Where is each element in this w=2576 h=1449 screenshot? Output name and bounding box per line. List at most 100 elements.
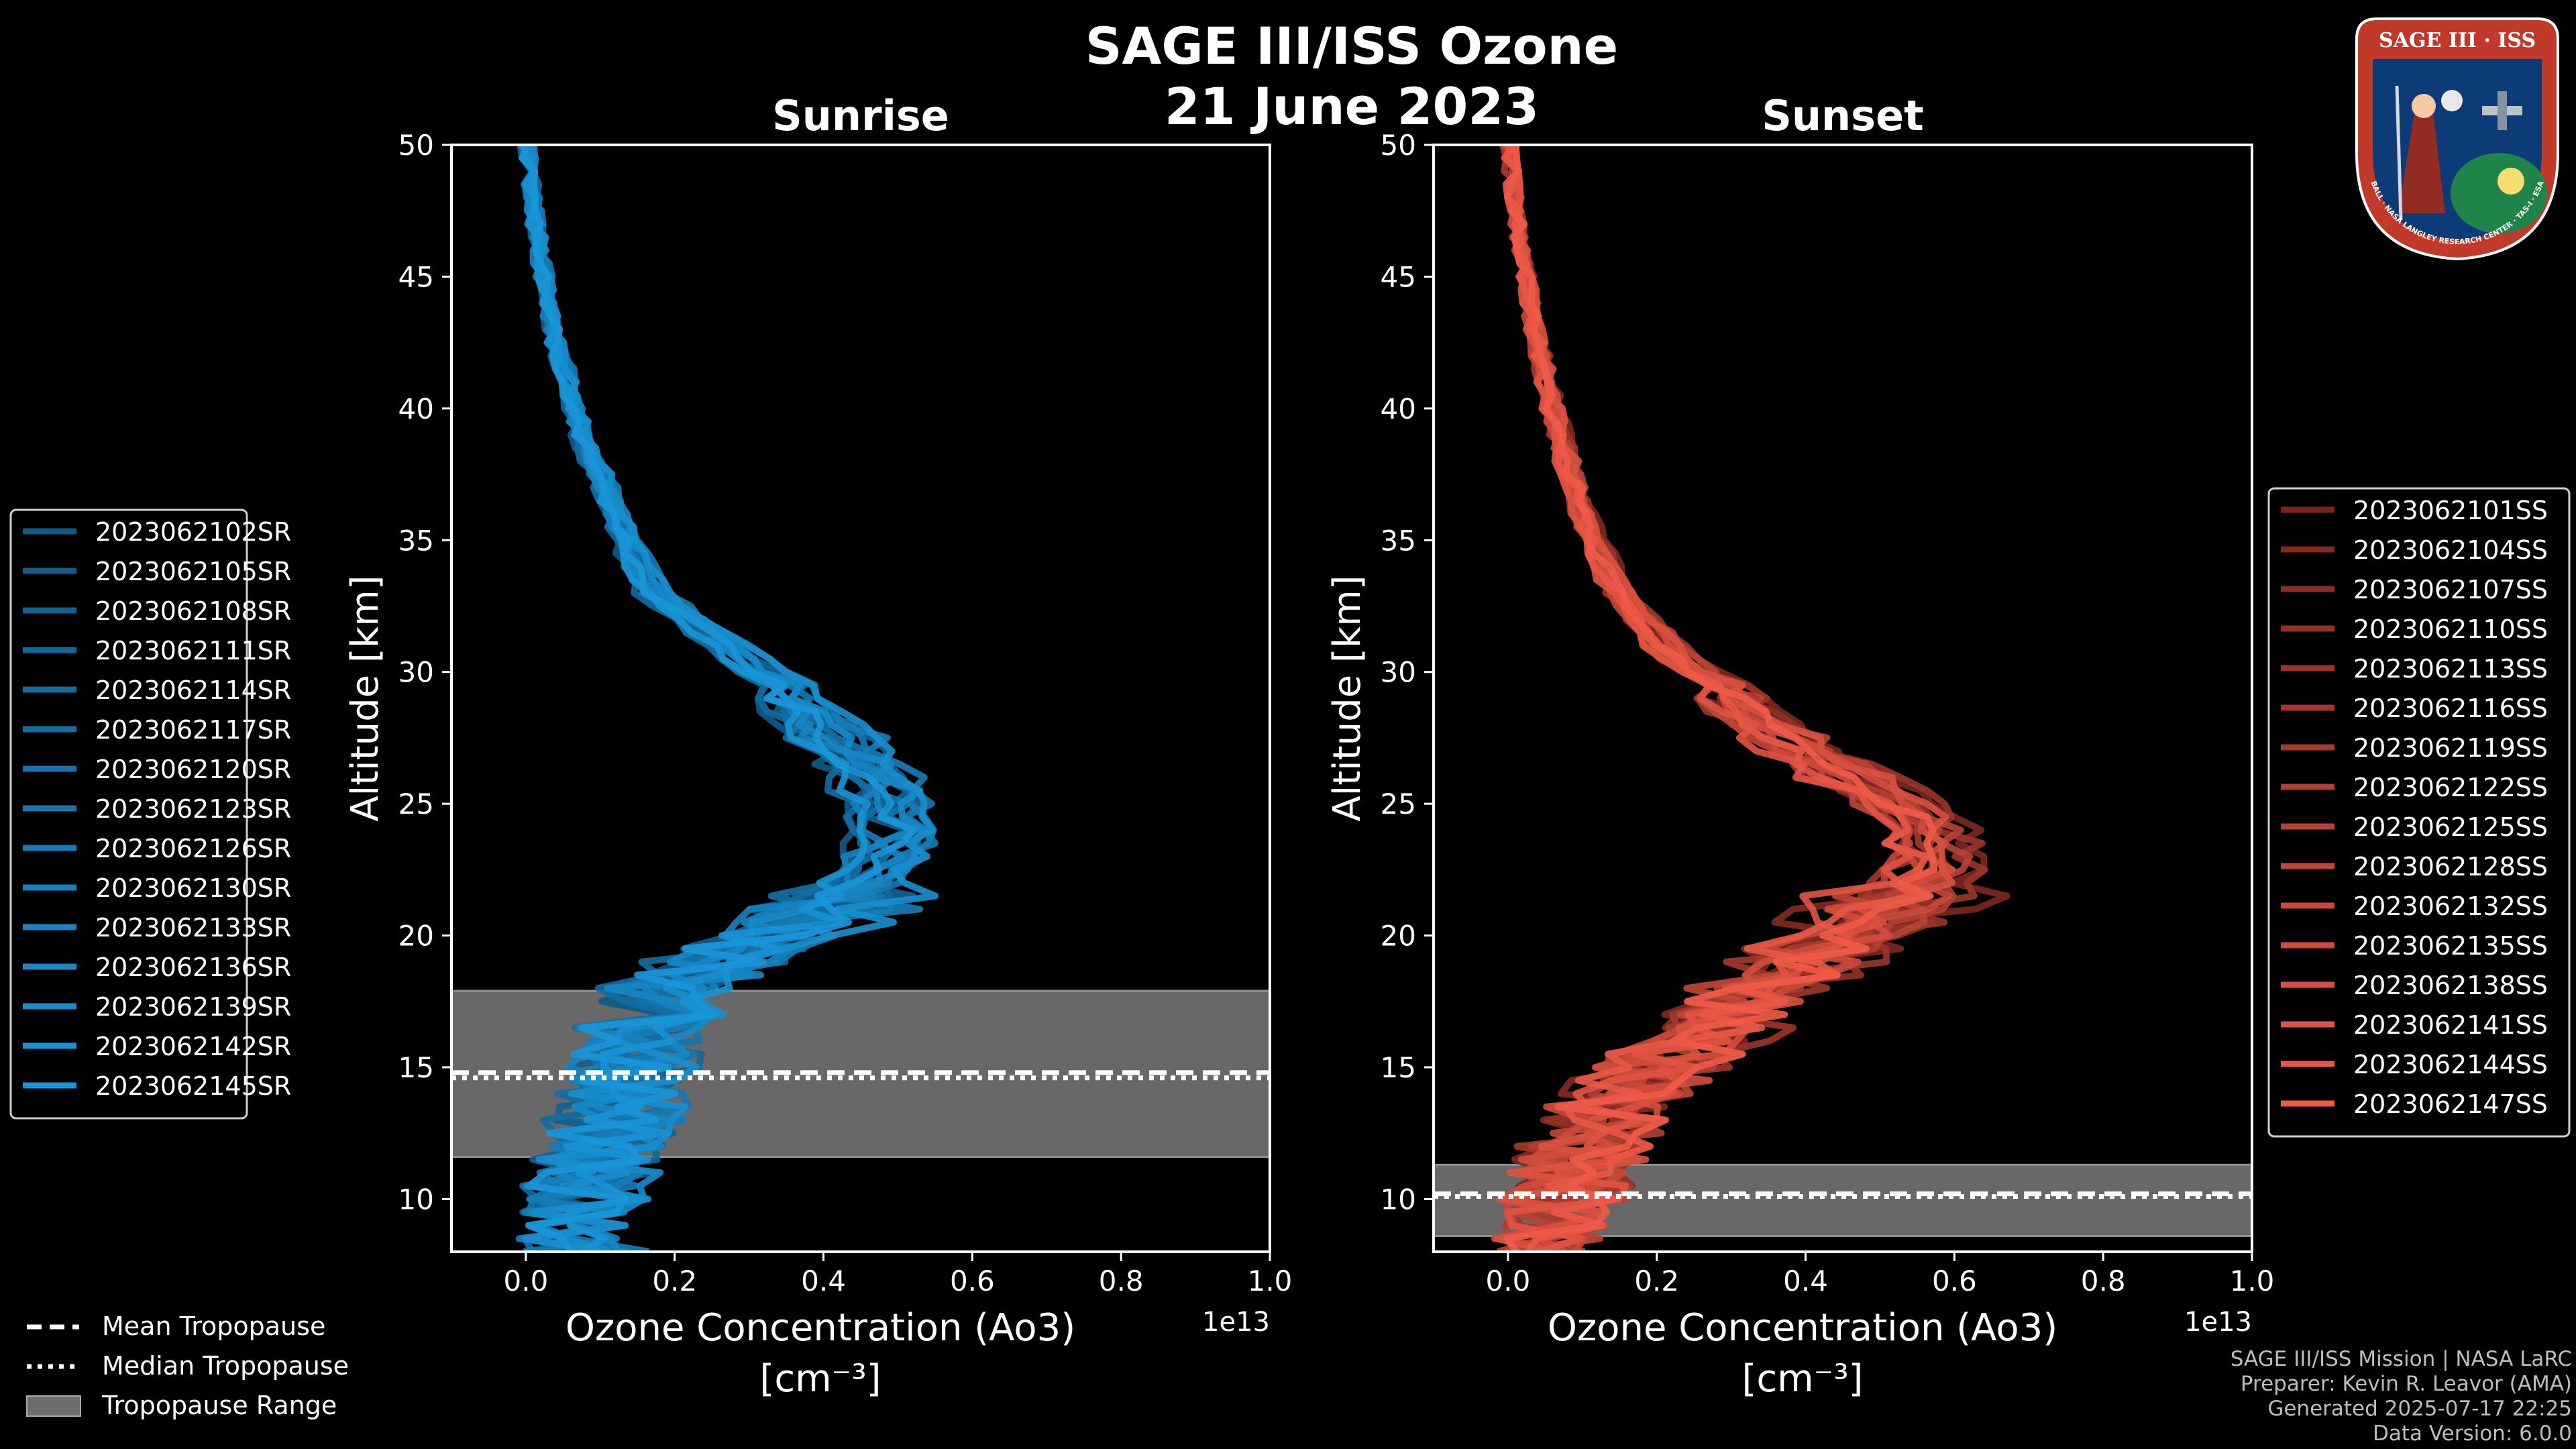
legend-item-label: 2023062145SR (95, 1071, 291, 1101)
x-tick-label: 0.0 (504, 1265, 549, 1297)
legend-item-label: 2023062138SS (2353, 971, 2548, 1000)
y-tick-label: 20 (398, 920, 434, 953)
legend-item-label: 2023062114SR (95, 676, 291, 705)
legend-item-label: 2023062132SS (2353, 892, 2548, 921)
legend-item-label: 2023062142SR (95, 1032, 291, 1061)
legend-item-label: 2023062125SS (2353, 812, 2548, 842)
footer-preparer: Preparer: Kevin R. Leavor (AMA) (2240, 1372, 2572, 1396)
tropopause-legend: Mean Tropopause Median Tropopause Tropop… (26, 1311, 349, 1420)
moon-icon (2441, 90, 2463, 111)
figure-head-icon (2412, 94, 2436, 118)
x-tick-label: 0.6 (950, 1265, 995, 1297)
figure-title-line1: SAGE III/ISS Ozone (1085, 16, 1618, 76)
plot-frame (1432, 144, 2253, 1253)
footer-mission: SAGE III/ISS Mission | NASA LaRC (2230, 1347, 2572, 1371)
y-tick-label: 45 (398, 260, 434, 293)
sunrise-chart: Sunrise 0.0 0.2 0.4 0.6 0.8 1.0 10 15 20 25 30 35 40 4… (343, 91, 1292, 1401)
x-axis-label: Ozone Concentration (Ao3) (1548, 1306, 2057, 1350)
x-axis-units: [cm⁻³] (759, 1357, 881, 1401)
sun-icon (2498, 168, 2524, 195)
legend-item-label: 2023062144SS (2353, 1050, 2548, 1079)
legend-item-label: 2023062117SR (95, 715, 291, 745)
x-offset-label: 1e13 (1202, 1307, 1270, 1338)
subplot-title: Sunrise (772, 91, 949, 140)
y-tick-label: 35 (1381, 524, 1416, 557)
y-tick-label: 30 (1381, 656, 1416, 689)
legend-item-label: 2023062141SS (2353, 1010, 2548, 1040)
footer-credits: SAGE III/ISS Mission | NASA LaRC Prepare… (2231, 1347, 2572, 1446)
legend-item-label: 2023062102SR (95, 517, 291, 547)
profile-line-2023062142SR (521, 145, 871, 1252)
legend-box (2267, 487, 2571, 1138)
tropopause-range-label: Tropopause Range (101, 1391, 337, 1420)
y-axis-label: Altitude [km] (343, 575, 387, 821)
x-axis-label: Ozone Concentration (Ao3) (566, 1306, 1075, 1350)
sage-iii-iss-mission-badge: SAGE III · ISS BALL · NASA LANGLEY RESEA… (2355, 17, 2559, 261)
legend-item-label: 2023062108SR (95, 596, 291, 626)
iss-panel-icon (2498, 91, 2507, 130)
legend-item-label: 2023062130SR (95, 873, 291, 903)
legend-item-label: 2023062105SR (95, 557, 291, 586)
y-tick-label: 15 (398, 1051, 434, 1084)
subplot-title: Sunset (1762, 91, 1924, 140)
y-tick-label: 45 (1381, 260, 1416, 293)
legend-item-label: 2023062147SS (2353, 1089, 2548, 1119)
y-tick-label: 10 (398, 1183, 434, 1216)
profile-line-2023062147SS (1502, 145, 1938, 1252)
x-tick-label: 0.8 (1099, 1265, 1144, 1297)
y-tick-label: 15 (1381, 1051, 1416, 1084)
legend-item-label: 2023062120SR (95, 755, 291, 784)
y-axis-label: Altitude [km] (1326, 575, 1369, 821)
legend-item-label: 2023062126SR (95, 834, 291, 863)
sunset-chart: Sunset 0.0 0.2 0.4 0.6 0.8 1.0 10 15 20 25 30 35 40 45… (1326, 91, 2274, 1401)
x-tick-label: 0.0 (1486, 1265, 1531, 1297)
staff-icon (2395, 85, 2403, 221)
y-tick-label: 35 (398, 524, 434, 557)
figure-robe-icon (2398, 105, 2445, 213)
y-tick-label: 30 (398, 656, 434, 689)
legend-item-label: 2023062135SS (2353, 931, 2548, 961)
badge-top-text: SAGE III · ISS (2379, 29, 2536, 52)
legend-item-label: 2023062122SS (2353, 773, 2548, 802)
y-tick-label: 40 (398, 392, 434, 425)
figure-title-line2: 21 June 2023 (1165, 76, 1539, 136)
sunset-legend: 2023062101SS 2023062104SS 2023062107SS 2023… (2267, 487, 2571, 1138)
plot-frame (450, 144, 1271, 1253)
legend-item-label: 2023062119SS (2353, 733, 2548, 763)
legend-item-label: 2023062123SR (95, 794, 291, 824)
y-tick-label: 50 (398, 129, 434, 162)
legend-item-label: 2023062107SS (2353, 575, 2548, 604)
tropopause-range-swatch (26, 1395, 81, 1417)
x-offset-label: 1e13 (2184, 1307, 2252, 1338)
mean-tropopause-label: Mean Tropopause (102, 1311, 325, 1341)
x-tick-label: 0.2 (1634, 1265, 1679, 1297)
sunrise-legend: 2023062102SR 2023062105SR 2023062108SR 2023… (9, 508, 291, 1120)
plot-area (1434, 145, 2252, 1252)
x-tick-label: 0.4 (801, 1265, 846, 1297)
legend-item-label: 2023062110SS (2353, 614, 2548, 644)
legend-item-label: 2023062111SR (95, 636, 291, 665)
x-tick-label: 0.4 (1783, 1265, 1828, 1297)
x-tick-label: 0.8 (2081, 1265, 2126, 1297)
y-tick-label: 50 (1381, 129, 1416, 162)
y-tick-label: 25 (1381, 788, 1416, 820)
x-tick-label: 1.0 (2230, 1265, 2275, 1297)
footer-generated: Generated 2025-07-17 22:25 (2267, 1397, 2572, 1421)
legend-item-label: 2023062128SS (2353, 852, 2548, 881)
legend-item-label: 2023062139SR (95, 992, 291, 1022)
x-tick-label: 0.2 (652, 1265, 697, 1297)
y-tick-label: 25 (398, 788, 434, 820)
x-axis-units: [cm⁻³] (1741, 1357, 1863, 1401)
legend-item-label: 2023062113SS (2353, 654, 2548, 684)
earth-icon (2451, 153, 2547, 233)
x-tick-label: 0.6 (1932, 1265, 1977, 1297)
footer-data-version: Data Version: 6.0.0 (2372, 1421, 2572, 1446)
legend-item-label: 2023062101SS (2353, 496, 2548, 525)
legend-item-label: 2023062104SS (2353, 535, 2548, 565)
y-tick-label: 40 (1381, 392, 1416, 425)
median-tropopause-label: Median Tropopause (102, 1351, 349, 1381)
x-tick-label: 1.0 (1248, 1265, 1293, 1297)
profile-line-2023062145SR (519, 145, 917, 1252)
legend-item-label: 2023062133SR (95, 913, 291, 943)
